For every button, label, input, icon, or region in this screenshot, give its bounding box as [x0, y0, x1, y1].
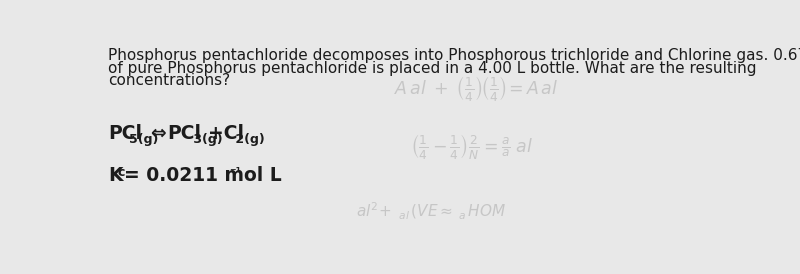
Text: 2(g): 2(g) [231, 133, 265, 146]
Text: $al^{2}\!+\;_{al}\,(VE\approx\,_{a}\,HOM$: $al^{2}\!+\;_{al}\,(VE\approx\,_{a}\,HOM… [356, 201, 506, 222]
Text: +Cl: +Cl [208, 124, 244, 143]
Text: ⇔: ⇔ [150, 124, 166, 143]
Text: K: K [108, 166, 122, 185]
Text: of pure Phosphorus pentachloride is placed in a 4.00 L bottle. What are the resu: of pure Phosphorus pentachloride is plac… [108, 61, 756, 76]
Text: PCl: PCl [167, 124, 202, 143]
Text: = 0.0211 mol L: = 0.0211 mol L [124, 166, 282, 185]
Text: $\left(\frac{1}{4}-\frac{1}{4}\right)\frac{2}{N}=\frac{a}{a}\;al$: $\left(\frac{1}{4}-\frac{1}{4}\right)\fr… [410, 132, 533, 161]
Text: 5(g): 5(g) [129, 133, 158, 146]
Text: ⁻¹: ⁻¹ [230, 166, 242, 179]
Text: $A\,al\;+\;\left(\frac{1}{4}\right)\!\left(\frac{1}{4}\right)\!=A\,al$: $A\,al\;+\;\left(\frac{1}{4}\right)\!\le… [394, 74, 559, 103]
Text: c: c [118, 166, 125, 179]
Text: PCl: PCl [108, 124, 142, 143]
Text: Phosphorus pentachloride decomposes into Phosphorous trichloride and Chlorine ga: Phosphorus pentachloride decomposes into… [108, 48, 800, 63]
Text: concentrations?: concentrations? [108, 73, 230, 88]
Text: 3(g): 3(g) [189, 133, 222, 146]
